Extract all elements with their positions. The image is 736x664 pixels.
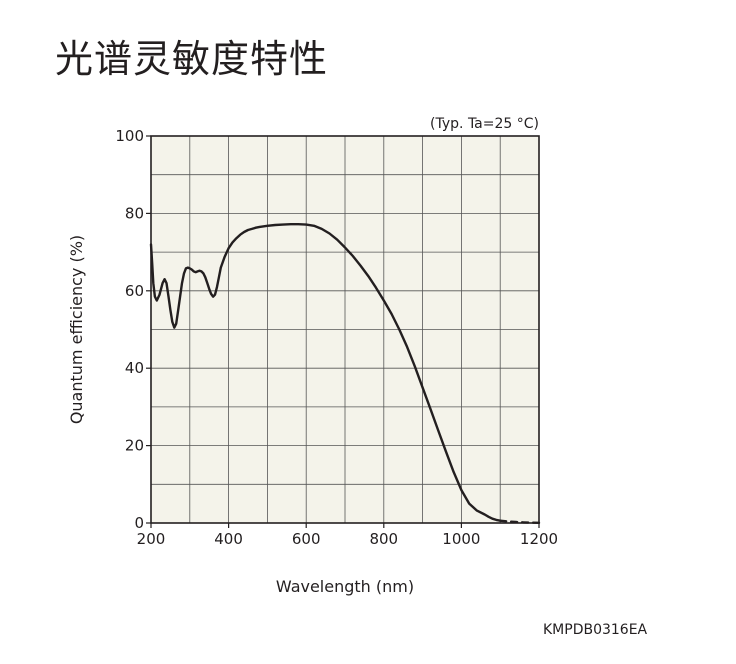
y-tick-label: 0 [134, 514, 144, 532]
x-axis-label: Wavelength (nm) [276, 577, 414, 596]
y-axis-label: Quantum efficiency (%) [67, 235, 86, 424]
x-tick-label: 1200 [520, 530, 558, 548]
figure-code: KMPDB0316EA [543, 622, 648, 638]
x-tick-label: 1000 [442, 530, 480, 548]
y-tick-label: 80 [125, 204, 144, 222]
x-tick-label: 200 [137, 530, 166, 548]
x-tick-label: 800 [369, 530, 398, 548]
grid-lines [151, 136, 539, 523]
plot-frame [150, 135, 540, 524]
x-tick-label: 600 [292, 530, 321, 548]
y-axis-ticks: 0 20 40 60 80 100 [115, 127, 151, 532]
series-line [149, 223, 502, 522]
y-tick-label: 40 [125, 359, 144, 377]
y-tick-label: 20 [125, 437, 144, 455]
y-tick-label: 100 [115, 127, 144, 145]
page-title: 光谱灵敏度特性 [55, 37, 329, 81]
x-axis-ticks: 200 400 600 800 1000 1200 [137, 523, 558, 548]
y-tick-label: 60 [125, 282, 144, 300]
measurement-condition: (Typ. Ta=25 °C) [430, 116, 539, 132]
x-tick-label: 400 [214, 530, 243, 548]
